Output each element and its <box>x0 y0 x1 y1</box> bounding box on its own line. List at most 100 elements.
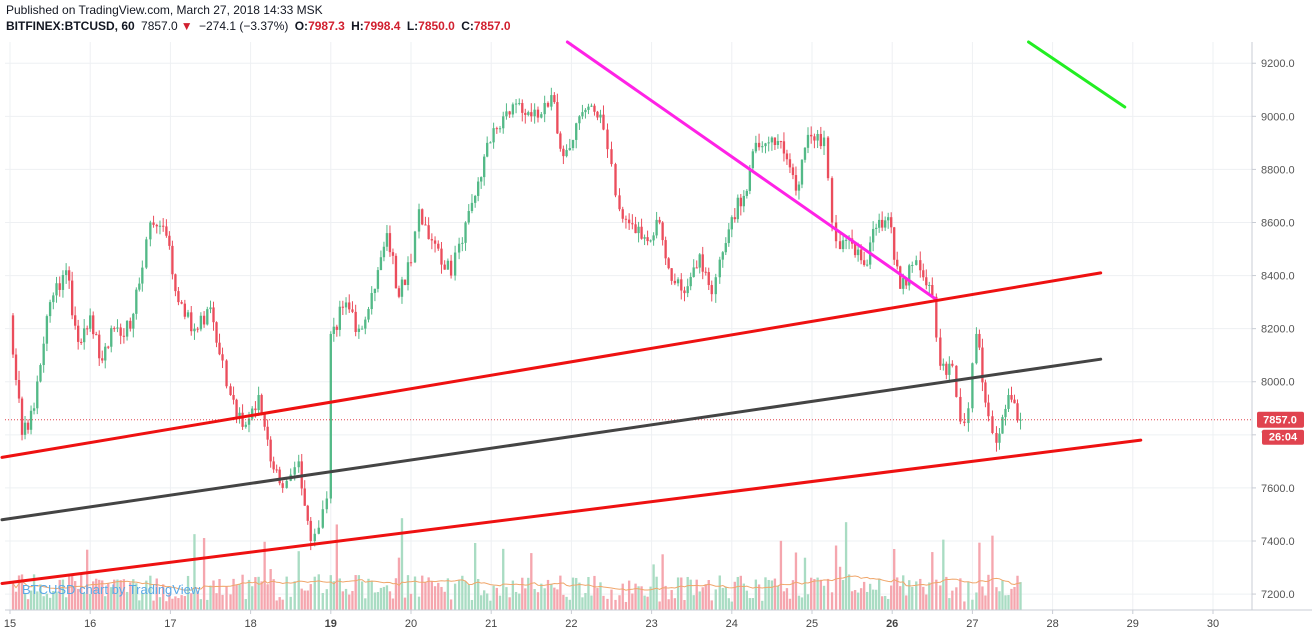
volume-bar <box>971 599 974 610</box>
volume-bar <box>764 577 767 610</box>
volume-bar <box>165 601 168 610</box>
volume-bar <box>951 590 954 610</box>
candle-body <box>376 270 380 289</box>
time-tick-label: 25 <box>806 618 818 630</box>
price-tag-label: 7857.0 <box>1263 415 1297 427</box>
volume-bar <box>686 576 689 610</box>
candle-body <box>511 104 515 115</box>
volume-bar <box>162 584 165 610</box>
volume-bar <box>649 586 652 610</box>
volume-bar <box>470 599 474 610</box>
candle-body <box>834 222 838 242</box>
volume-bar <box>409 593 413 610</box>
candle-body <box>119 327 122 336</box>
volume-bar <box>800 597 804 610</box>
candle-body <box>822 137 826 147</box>
candle-body <box>945 363 948 375</box>
volume-bar <box>981 586 984 610</box>
volume-bar <box>514 591 518 610</box>
volume-bar <box>816 577 819 610</box>
volume-ma-line <box>12 575 1021 591</box>
candle-body <box>667 258 670 269</box>
candle-body <box>908 265 911 286</box>
candle-body <box>145 239 148 268</box>
candle-body <box>92 315 95 335</box>
volume-bar <box>995 587 998 610</box>
candle-body <box>260 395 263 414</box>
candle-body <box>844 239 848 241</box>
candle-body <box>430 239 434 241</box>
volume-bar <box>810 577 813 610</box>
volume-bar <box>652 564 655 610</box>
countdown-label: 26:04 <box>1269 432 1298 444</box>
volume-bar <box>670 590 673 610</box>
candle-body <box>338 306 341 330</box>
volume-bar <box>508 597 511 610</box>
candle-body <box>806 134 810 148</box>
candle-body <box>813 136 816 141</box>
symbol-name[interactable]: BITFINEX:BTCUSD, 60 <box>6 19 135 33</box>
volume-bar <box>658 601 661 610</box>
trend-line-3 <box>0 271 1103 459</box>
volume-bar <box>782 591 786 610</box>
time-tick-label: 17 <box>164 618 176 630</box>
trend-lines[interactable] <box>0 40 1143 585</box>
volume-bar <box>587 577 590 610</box>
volume-bar <box>180 595 183 610</box>
candle-body <box>739 197 742 207</box>
candle-body <box>285 480 288 488</box>
volume-bar <box>70 574 74 610</box>
volume-bar <box>797 595 801 610</box>
volume-bar <box>948 598 951 610</box>
candle-body <box>212 307 215 323</box>
price-tick-label: 8800.0 <box>1261 164 1295 176</box>
candle-body <box>533 109 536 117</box>
volume-bar <box>486 593 489 610</box>
candle-body <box>473 195 477 203</box>
candle-body <box>158 225 162 227</box>
volume-bar <box>480 595 483 610</box>
volume-bar <box>631 593 634 610</box>
candle-body <box>602 114 605 130</box>
candle-body <box>942 363 945 366</box>
volume-bar <box>533 589 536 610</box>
candle-body <box>838 241 842 250</box>
candle-body <box>186 312 190 317</box>
volume-bar <box>890 585 893 610</box>
candle-body <box>1001 417 1004 434</box>
candle-body <box>238 412 241 419</box>
volume-bar <box>141 592 144 610</box>
candle-body <box>427 225 430 240</box>
volume-bar <box>847 574 851 610</box>
candle-body <box>718 259 721 278</box>
candle-body <box>536 109 540 118</box>
candle-body <box>480 177 483 182</box>
volume-bar <box>806 594 810 610</box>
volume-bar <box>300 588 303 610</box>
candle-body <box>987 402 990 417</box>
candle-body <box>877 219 881 228</box>
volume-bar <box>676 577 680 610</box>
volume-bar <box>853 590 857 610</box>
volume-bar <box>991 535 994 610</box>
price-tag: 7857.0 26:04 <box>1257 411 1304 445</box>
candle-body <box>871 228 875 243</box>
volume-bar <box>430 581 434 610</box>
volume-bar <box>730 601 733 610</box>
volume-bar <box>174 596 177 610</box>
volume-bar <box>978 542 981 610</box>
candle-body <box>360 328 364 330</box>
volume-bar <box>942 539 945 610</box>
candle-body <box>443 264 446 270</box>
volume-bar <box>748 598 752 610</box>
volume-bar <box>235 584 238 610</box>
volume-bar <box>269 569 272 610</box>
candle-body <box>483 156 486 178</box>
candle-body <box>244 424 247 427</box>
volume-bar <box>498 595 502 610</box>
candle-body <box>581 112 584 117</box>
candle-body <box>559 133 562 149</box>
candle-body <box>919 260 922 271</box>
candle-body <box>171 245 174 275</box>
